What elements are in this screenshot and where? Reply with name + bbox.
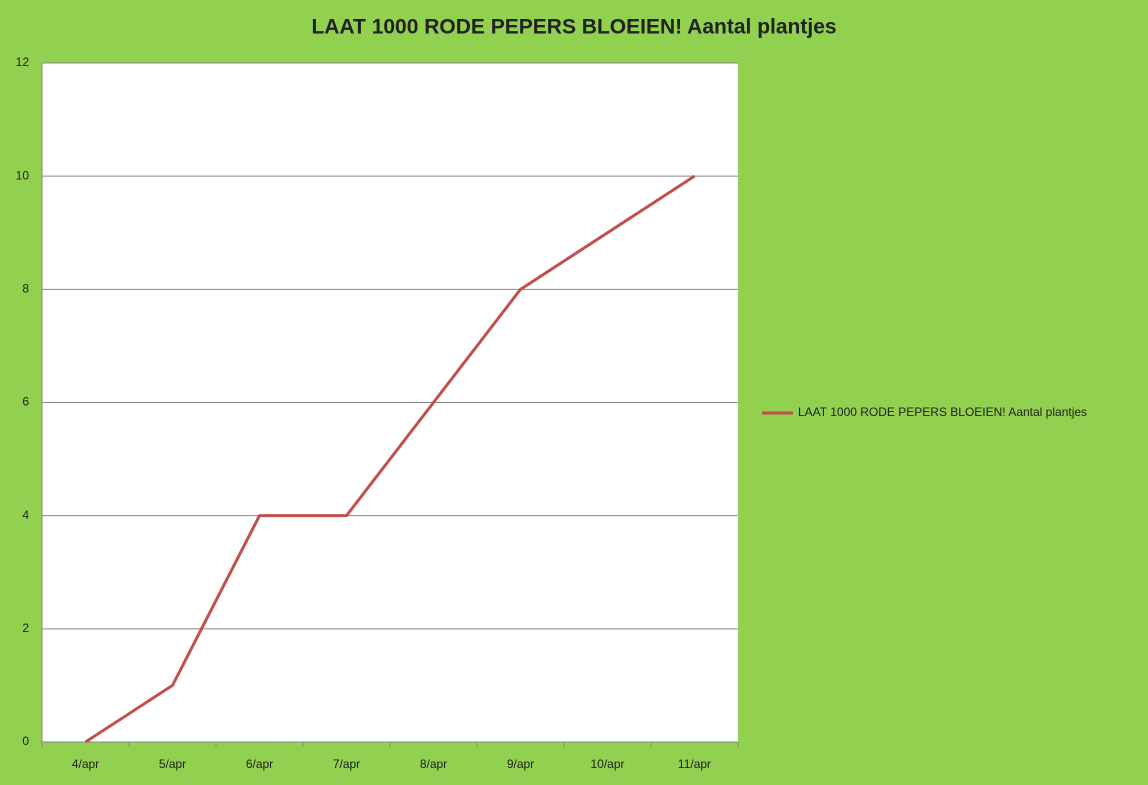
y-tick-label: 0	[22, 734, 29, 748]
y-tick-label: 6	[22, 395, 29, 409]
y-tick-label: 10	[16, 168, 30, 182]
x-tick-label: 5/apr	[159, 757, 186, 771]
x-tick-label: 10/apr	[590, 757, 624, 771]
x-tick-label: 11/apr	[678, 757, 711, 771]
chart-title: LAAT 1000 RODE PEPERS BLOEIEN! Aantal pl…	[311, 16, 836, 39]
y-tick-label: 4	[22, 508, 29, 522]
legend-label: LAAT 1000 RODE PEPERS BLOEIEN! Aantal pl…	[798, 405, 1087, 419]
y-tick-label: 8	[22, 282, 29, 296]
y-tick-label: 2	[22, 621, 29, 635]
x-tick-label: 7/apr	[333, 757, 360, 771]
data-line	[84, 174, 696, 744]
y-tick-label: 12	[16, 55, 30, 69]
x-tick-label: 9/apr	[507, 757, 534, 771]
x-tick-label: 6/apr	[246, 757, 273, 771]
x-tick-label: 4/apr	[72, 757, 99, 771]
x-tick-label: 8/apr	[420, 757, 447, 771]
